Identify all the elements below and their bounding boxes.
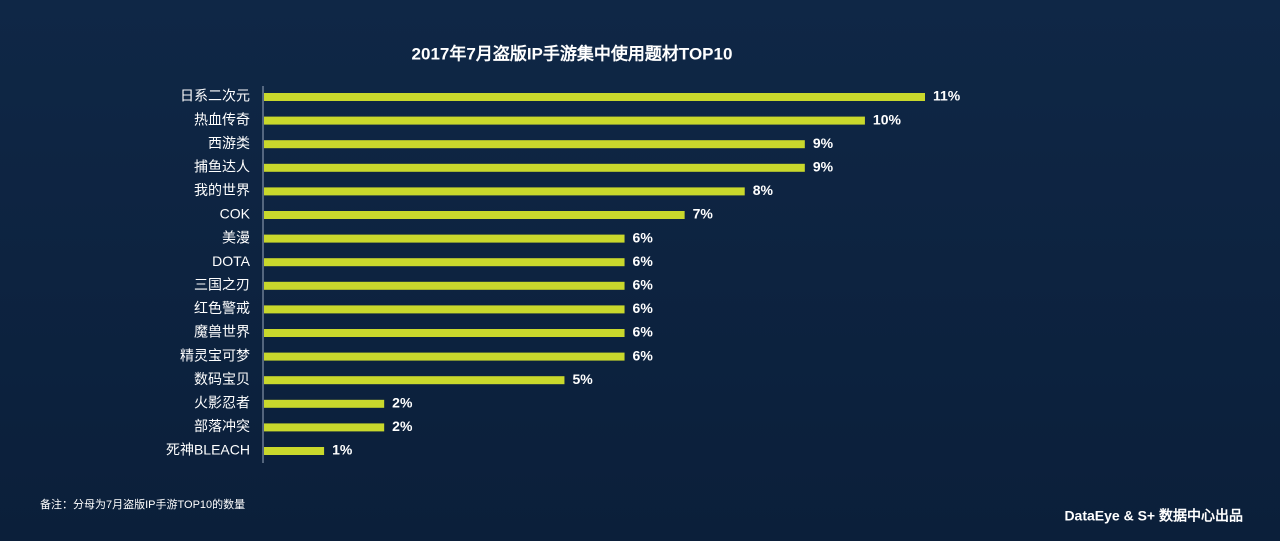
category-label: DOTA <box>212 253 251 269</box>
value-label: 6% <box>633 277 654 293</box>
value-label: 9% <box>813 159 834 175</box>
category-label: COK <box>220 206 251 222</box>
footnote: 备注：分母为7月盗版IP手游TOP10的数量 <box>40 497 245 511</box>
value-label: 9% <box>813 135 834 151</box>
category-label: 火影忍者 <box>194 395 250 411</box>
category-label: 魔兽世界 <box>194 324 250 340</box>
value-label: 1% <box>332 442 353 458</box>
category-label: 三国之刃 <box>194 277 250 293</box>
bar <box>264 211 685 219</box>
value-label: 8% <box>753 182 774 198</box>
bar <box>264 305 625 314</box>
category-label: 热血传奇 <box>194 111 250 127</box>
category-label: 精灵宝可梦 <box>180 347 250 363</box>
category-label: 红色警戒 <box>194 300 250 316</box>
category-label: 日系二次元 <box>180 88 250 104</box>
bar <box>264 329 625 337</box>
category-label: 西游类 <box>208 135 250 151</box>
bar <box>264 163 805 172</box>
bar <box>264 447 325 455</box>
category-label: 捕鱼达人 <box>194 159 250 175</box>
source: DataEye & S+ 数据中心出品 <box>1064 508 1243 524</box>
value-label: 5% <box>572 371 593 387</box>
bar <box>264 376 565 385</box>
bar <box>264 352 625 361</box>
value-label: 2% <box>392 418 413 434</box>
value-label: 6% <box>633 347 654 363</box>
value-label: 7% <box>693 206 714 222</box>
bar <box>264 93 925 101</box>
bar <box>264 258 625 267</box>
bar <box>264 116 865 125</box>
category-label: 美漫 <box>222 229 250 245</box>
bar <box>264 281 625 290</box>
category-label: 我的世界 <box>194 182 250 198</box>
value-label: 6% <box>633 300 654 316</box>
bar <box>264 234 625 243</box>
value-label: 6% <box>633 229 654 245</box>
bar <box>264 140 805 149</box>
value-label: 6% <box>633 253 654 269</box>
bar <box>264 187 745 196</box>
bar <box>264 423 385 432</box>
category-label: 死神BLEACH <box>166 442 250 458</box>
category-label: 数码宝贝 <box>194 371 250 387</box>
chart-title: 2017年7月盗版IP手游集中使用题材TOP10 <box>412 43 733 63</box>
value-label: 10% <box>873 111 902 127</box>
bar <box>264 399 385 408</box>
value-label: 6% <box>633 324 654 340</box>
value-label: 11% <box>933 88 961 104</box>
value-label: 2% <box>392 395 413 411</box>
category-label: 部落冲突 <box>194 418 250 434</box>
